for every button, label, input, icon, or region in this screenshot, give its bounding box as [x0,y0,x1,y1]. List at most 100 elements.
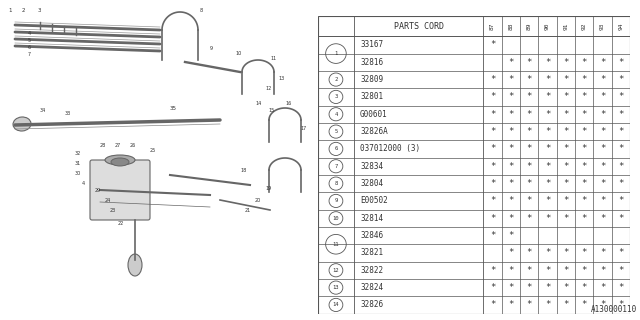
Text: 93: 93 [600,22,605,30]
Text: *: * [490,283,495,292]
Text: *: * [508,231,513,240]
Text: 13: 13 [333,285,339,290]
Text: 88: 88 [508,22,513,30]
Text: 32826A: 32826A [360,127,388,136]
Text: *: * [545,58,550,67]
Text: 15: 15 [268,108,275,113]
Text: 10: 10 [333,216,339,221]
Text: *: * [527,179,532,188]
Text: *: * [600,248,605,257]
Text: *: * [508,179,513,188]
Text: 32814: 32814 [360,214,383,223]
Text: *: * [618,127,623,136]
Text: E00502: E00502 [360,196,388,205]
Text: 87: 87 [490,22,495,30]
Text: 5: 5 [28,38,31,43]
Text: *: * [582,92,587,101]
Text: 4: 4 [28,31,31,36]
Text: 24: 24 [105,198,111,203]
Text: *: * [582,283,587,292]
Text: *: * [618,214,623,223]
Text: 7: 7 [28,52,31,57]
Text: *: * [582,214,587,223]
Text: *: * [618,144,623,153]
Text: 32834: 32834 [360,162,383,171]
Text: A130000110: A130000110 [591,305,637,314]
Text: *: * [490,75,495,84]
Text: *: * [527,144,532,153]
Text: 33167: 33167 [360,40,383,49]
Text: 32826: 32826 [360,300,383,309]
Text: *: * [508,162,513,171]
Text: *: * [618,92,623,101]
Text: *: * [545,127,550,136]
Text: 23: 23 [110,208,116,213]
Text: 22: 22 [118,221,124,226]
Text: *: * [600,300,605,309]
Text: 20: 20 [255,198,261,203]
Text: *: * [545,92,550,101]
Text: *: * [600,214,605,223]
Text: *: * [600,162,605,171]
Text: *: * [563,127,568,136]
Text: *: * [600,196,605,205]
Text: *: * [545,266,550,275]
Text: *: * [582,144,587,153]
Text: *: * [618,248,623,257]
Text: *: * [563,283,568,292]
Text: *: * [563,92,568,101]
Text: *: * [563,214,568,223]
Text: 3: 3 [334,94,337,100]
Text: *: * [508,144,513,153]
Text: *: * [508,248,513,257]
Text: *: * [582,248,587,257]
Text: *: * [618,266,623,275]
Text: 5: 5 [334,129,337,134]
Text: *: * [545,196,550,205]
Text: 2: 2 [334,77,337,82]
Text: *: * [527,127,532,136]
Text: 12: 12 [265,86,271,91]
Text: *: * [545,300,550,309]
Text: *: * [508,214,513,223]
Text: 31: 31 [75,161,81,166]
Text: *: * [545,283,550,292]
Text: 10: 10 [235,51,241,56]
Text: *: * [582,110,587,119]
Text: 1: 1 [334,51,337,56]
Text: *: * [618,179,623,188]
Text: *: * [490,110,495,119]
Text: 12: 12 [333,268,339,273]
Text: 34: 34 [40,108,46,113]
Text: *: * [527,162,532,171]
Text: 32816: 32816 [360,58,383,67]
Text: *: * [508,110,513,119]
Text: *: * [527,75,532,84]
Text: 8: 8 [200,8,203,13]
Text: *: * [600,266,605,275]
Text: 2: 2 [22,8,26,13]
Text: 3: 3 [38,8,42,13]
Text: *: * [545,110,550,119]
Text: 28: 28 [100,143,106,148]
Text: *: * [582,127,587,136]
Text: 33: 33 [65,111,71,116]
Text: PARTS CORD: PARTS CORD [394,22,444,31]
Text: 32: 32 [75,151,81,156]
Text: *: * [563,300,568,309]
Text: 32809: 32809 [360,75,383,84]
Text: *: * [527,300,532,309]
Text: *: * [545,144,550,153]
Text: 26: 26 [130,143,136,148]
Text: *: * [490,127,495,136]
Ellipse shape [128,254,142,276]
Text: 037012000 (3): 037012000 (3) [360,144,420,153]
Text: *: * [508,283,513,292]
Text: *: * [618,75,623,84]
Text: *: * [527,110,532,119]
Text: *: * [490,40,495,49]
Text: *: * [618,58,623,67]
Text: 25: 25 [150,148,156,153]
Text: *: * [600,179,605,188]
Text: 11: 11 [333,242,339,247]
